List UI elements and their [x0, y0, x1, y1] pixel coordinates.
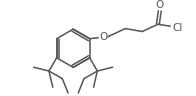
Text: O: O — [156, 0, 164, 10]
Text: Cl: Cl — [173, 23, 183, 33]
Text: O: O — [99, 32, 107, 42]
